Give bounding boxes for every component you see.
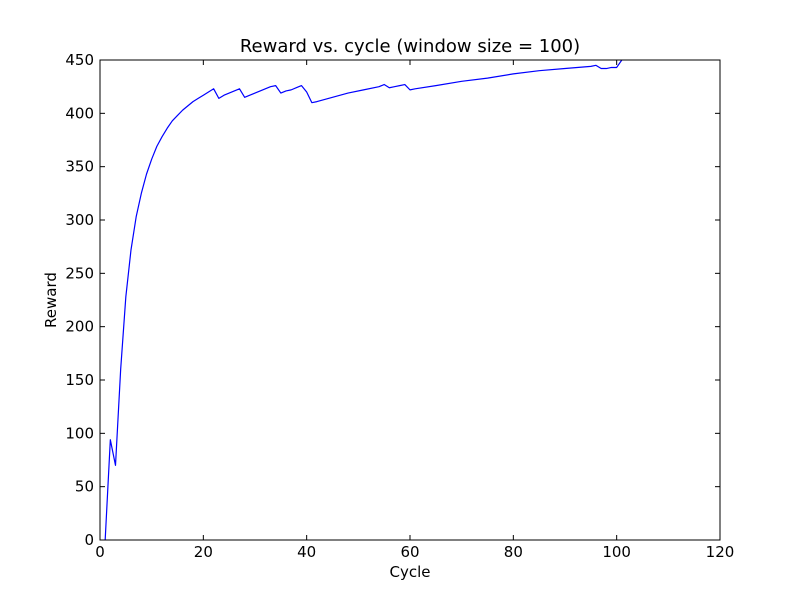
x-tick-label: 40 [297, 543, 316, 561]
x-tick-label: 0 [95, 543, 105, 561]
y-tick-label: 0 [84, 531, 94, 549]
y-tick-label: 200 [65, 318, 94, 336]
x-tick-label: 80 [504, 543, 523, 561]
y-tick-label: 300 [65, 211, 94, 229]
x-tick-label: 20 [194, 543, 213, 561]
x-axis-ticks: 0 20 40 60 80 100 120 [95, 60, 734, 561]
x-tick-label: 100 [602, 543, 631, 561]
y-tick-label: 350 [65, 158, 94, 176]
plot-area [100, 60, 720, 540]
chart-title: Reward vs. cycle (window size = 100) [240, 36, 580, 57]
series-layer [104, 59, 623, 541]
x-axis-label: Cycle [390, 563, 431, 581]
x-tick-label: 60 [400, 543, 419, 561]
y-tick-label: 50 [75, 478, 94, 496]
y-tick-label: 450 [65, 51, 94, 69]
y-axis-ticks: 0 50 100 150 200 250 300 350 400 450 [65, 51, 720, 549]
y-axis-label: Reward [42, 272, 60, 328]
series-line [104, 59, 623, 541]
y-tick-label: 150 [65, 371, 94, 389]
y-tick-label: 400 [65, 104, 94, 122]
y-tick-label: 100 [65, 424, 94, 442]
y-tick-label: 250 [65, 264, 94, 282]
x-tick-label: 120 [706, 543, 735, 561]
